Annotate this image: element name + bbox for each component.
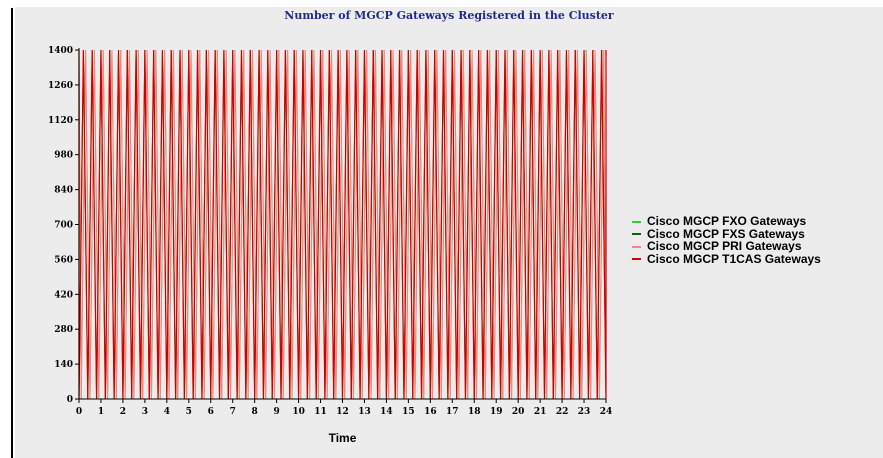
left-border-rule [11, 8, 13, 458]
legend-swatch-pri [632, 245, 641, 248]
legend-item-fxo: Cisco MGCP FXO Gateways [632, 214, 821, 228]
x-tick-label: 14 [380, 407, 393, 417]
y-tick-label: 840 [54, 186, 73, 196]
x-tick-label: 16 [424, 407, 437, 417]
series-line-2 [78, 49, 607, 400]
x-tick-label: 13 [358, 407, 371, 417]
y-tick-label: 1120 [48, 116, 73, 126]
legend-label-t1cas: Cisco MGCP T1CAS Gateways [647, 251, 821, 266]
y-tick-label: 280 [54, 325, 73, 335]
x-tick-label: 7 [230, 407, 236, 417]
y-tick-label: 1260 [48, 81, 73, 91]
x-tick-label: 8 [252, 407, 258, 417]
x-tick-layer: 0 1 2 3 4 5 6 7 8 9 10 11 12 13 14 15 16 17 18 19 20 21 22 23 24 [76, 399, 612, 417]
legend-swatch-fxo [632, 220, 641, 223]
x-tick-label: 20 [512, 407, 525, 417]
x-tick-label: 11 [314, 407, 327, 417]
x-tick-label: 23 [578, 407, 591, 417]
x-tick-label: 24 [600, 407, 613, 417]
x-tick-label: 17 [446, 407, 459, 417]
y-tick-label: 140 [54, 360, 73, 370]
legend-item-fxs: Cisco MGCP FXS Gateways [632, 226, 821, 241]
x-tick-label: 4 [164, 407, 170, 417]
y-tick-label: 700 [54, 221, 73, 231]
x-tick-label: 22 [556, 407, 569, 417]
x-tick-label: 2 [120, 407, 126, 417]
x-tick-label: 12 [336, 407, 349, 417]
x-tick-label: 3 [142, 407, 148, 417]
legend-item-t1cas: Cisco MGCP T1CAS Gateways [632, 251, 821, 266]
series-layer [78, 49, 607, 400]
legend: Cisco MGCP FXO Gateways Cisco MGCP FXS G… [632, 214, 821, 266]
legend-swatch-t1cas [632, 258, 641, 260]
legend-label-pri: Cisco MGCP PRI Gateways [647, 239, 802, 253]
legend-item-pri: Cisco MGCP PRI Gateways [632, 239, 821, 253]
legend-label-fxs: Cisco MGCP FXS Gateways [647, 226, 805, 241]
x-axis-label: Time [329, 431, 357, 445]
x-tick-label: 10 [292, 407, 305, 417]
x-tick-label: 9 [273, 407, 279, 417]
x-tick-label: 15 [402, 407, 415, 417]
legend-swatch-fxs [632, 233, 641, 235]
chart-title: Number of MGCP Gateways Registered in th… [284, 9, 614, 22]
y-tick-label: 1400 [48, 46, 73, 56]
series-line-3 [78, 49, 607, 400]
y-tick-label: 0 [67, 395, 73, 405]
y-tick-label: 560 [54, 255, 73, 265]
legend-label-fxo: Cisco MGCP FXO Gateways [647, 214, 807, 228]
x-tick-label: 21 [534, 407, 547, 417]
x-tick-label: 18 [468, 407, 481, 417]
x-tick-label: 0 [76, 407, 82, 417]
x-tick-label: 6 [208, 407, 214, 417]
x-tick-label: 19 [490, 407, 503, 417]
y-tick-label: 420 [54, 290, 73, 300]
y-tick-label: 980 [54, 151, 73, 161]
y-tick-layer: 0 140 280 420 560 700 840 980 1120 1260 1400 [48, 46, 79, 405]
x-tick-label: 5 [186, 407, 192, 417]
x-tick-label: 1 [98, 407, 104, 417]
